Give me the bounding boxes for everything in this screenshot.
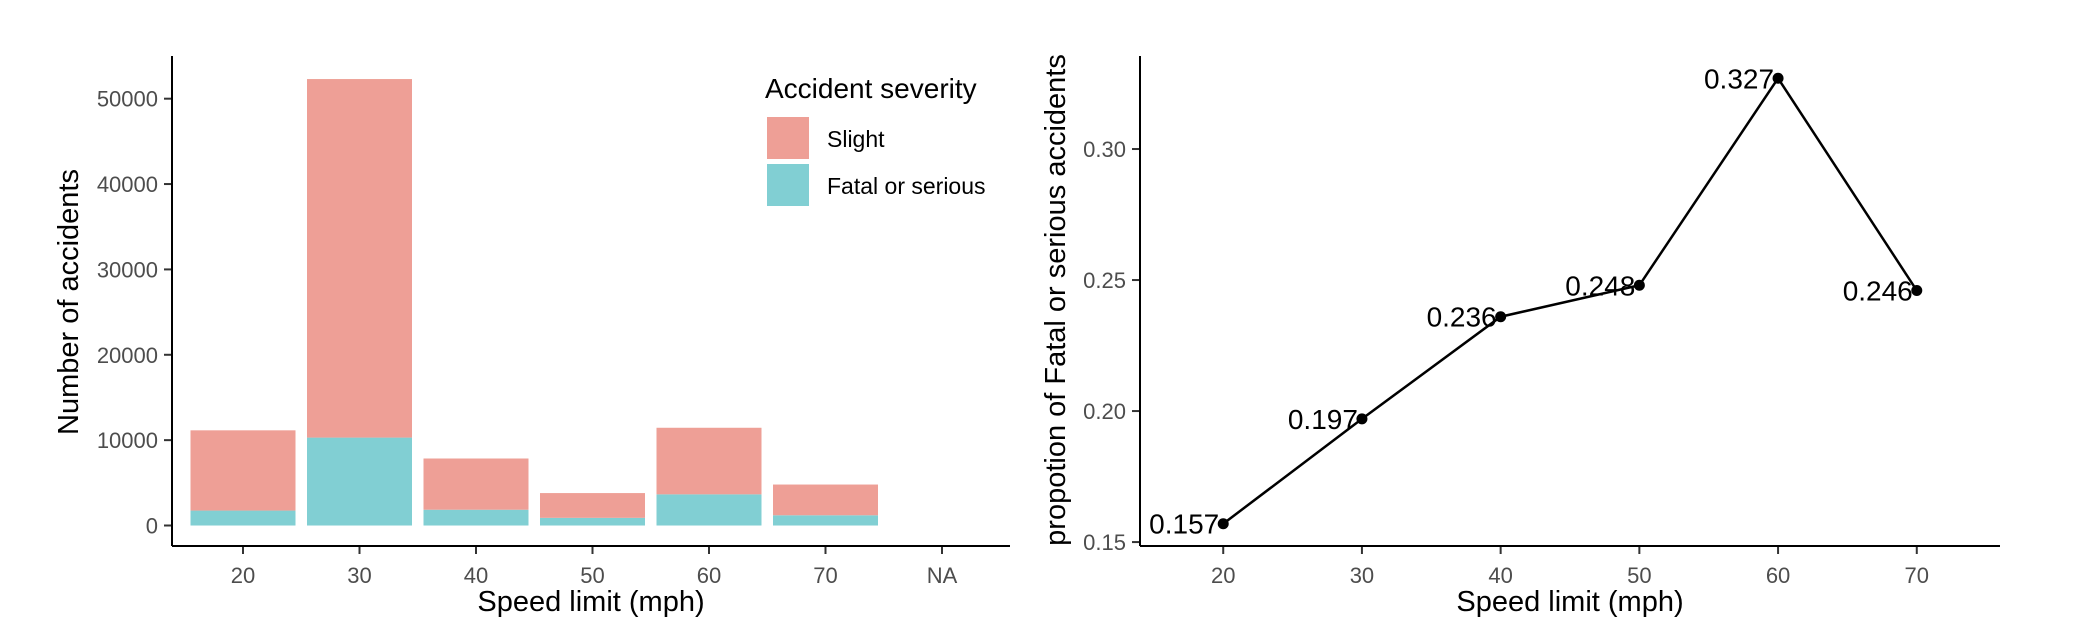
bar-y-tick-label: 10000 xyxy=(97,428,158,453)
line-point xyxy=(1772,72,1784,84)
bar-slight-60 xyxy=(656,427,762,495)
legend-title: Accident severity xyxy=(765,73,977,104)
line-y-tick-label: 0.25 xyxy=(1083,268,1126,293)
line-x-tick-label: 70 xyxy=(1905,563,1929,588)
bar-slight-50 xyxy=(540,493,645,518)
legend: Accident severity Slight Fatal or seriou… xyxy=(765,73,986,206)
bar-fatal-or-serious-40 xyxy=(423,509,529,526)
bar-fatal-or-serious-20 xyxy=(190,510,296,526)
line-point xyxy=(1356,413,1368,425)
legend-label-fatal-or-serious: Fatal or serious xyxy=(827,173,986,199)
line-point xyxy=(1911,285,1923,297)
line-point-label: 0.197 xyxy=(1288,404,1358,435)
bar-fatal-or-serious-30 xyxy=(307,437,412,526)
line-x-tick-label: 40 xyxy=(1488,563,1512,588)
line-y-tick-label: 0.15 xyxy=(1083,530,1126,555)
line-x-axis-title: Speed limit (mph) xyxy=(1456,586,1683,618)
line-x-tick-label: 30 xyxy=(1350,563,1374,588)
line-chart-panel: 0.15 0.20 0.25 0.30 20 30 40 50 60 70 0.157 0.197… xyxy=(1040,54,2000,618)
bar-x-ticks: 20 30 40 50 60 70 NA xyxy=(231,546,958,588)
line-point-label: 0.246 xyxy=(1843,276,1913,307)
line-point-label: 0.236 xyxy=(1427,302,1497,333)
line-x-tick-label: 60 xyxy=(1766,563,1790,588)
line-point-label: 0.157 xyxy=(1149,509,1219,540)
line-point-label: 0.248 xyxy=(1565,270,1635,301)
bar-fatal-or-serious-60 xyxy=(656,494,762,526)
line-x-tick-label: 50 xyxy=(1627,563,1651,588)
bar-x-tick-label: NA xyxy=(927,563,958,588)
bar-y-tick-label: 30000 xyxy=(97,257,158,282)
line-series xyxy=(1222,76,1918,525)
bar-x-tick-label: 60 xyxy=(697,563,721,588)
bar-y-ticks: 0 10000 20000 30000 40000 50000 xyxy=(97,87,172,539)
bar-y-tick-label: 20000 xyxy=(97,343,158,368)
bar-slight-20 xyxy=(190,430,296,511)
bar-chart-panel: 0 10000 20000 30000 40000 50000 20 30 40 50 60 70 N… xyxy=(53,56,1010,618)
bar-x-tick-label: 30 xyxy=(347,563,371,588)
line-y-ticks: 0.15 0.20 0.25 0.30 xyxy=(1083,137,1140,555)
line-y-tick-label: 0.20 xyxy=(1083,399,1126,424)
bar-marks xyxy=(190,79,878,526)
bar-y-tick-label: 0 xyxy=(146,514,158,539)
bar-x-axis-title: Speed limit (mph) xyxy=(477,586,704,618)
bar-slight-70 xyxy=(773,484,878,516)
line-marks: 0.157 0.197 0.236 0.248 0.327 0.246 xyxy=(1149,63,1923,540)
bar-fatal-or-serious-70 xyxy=(773,515,878,526)
bar-y-tick-label: 40000 xyxy=(97,172,158,197)
bar-x-tick-label: 40 xyxy=(464,563,488,588)
bar-slight-30 xyxy=(307,79,412,438)
bar-x-tick-label: 50 xyxy=(580,563,604,588)
legend-swatch-slight xyxy=(767,117,809,159)
legend-label-slight: Slight xyxy=(827,126,885,152)
line-x-tick-label: 20 xyxy=(1211,563,1235,588)
legend-swatch-fatal-or-serious xyxy=(767,164,809,206)
line-point-label: 0.327 xyxy=(1704,63,1774,94)
bar-y-tick-label: 50000 xyxy=(97,87,158,112)
bar-x-tick-label: 20 xyxy=(231,563,255,588)
bar-slight-40 xyxy=(423,458,529,510)
bar-y-axis-title: Number of accidents xyxy=(53,169,85,435)
bar-fatal-or-serious-50 xyxy=(540,517,645,526)
line-point xyxy=(1217,518,1229,530)
line-point xyxy=(1633,279,1645,291)
line-y-tick-label: 0.30 xyxy=(1083,137,1126,162)
line-y-axis-title: propotion of Fatal or serious accidents xyxy=(1040,54,1072,546)
bar-x-tick-label: 70 xyxy=(813,563,837,588)
line-point xyxy=(1495,311,1507,323)
line-x-ticks: 20 30 40 50 60 70 xyxy=(1211,546,1929,588)
